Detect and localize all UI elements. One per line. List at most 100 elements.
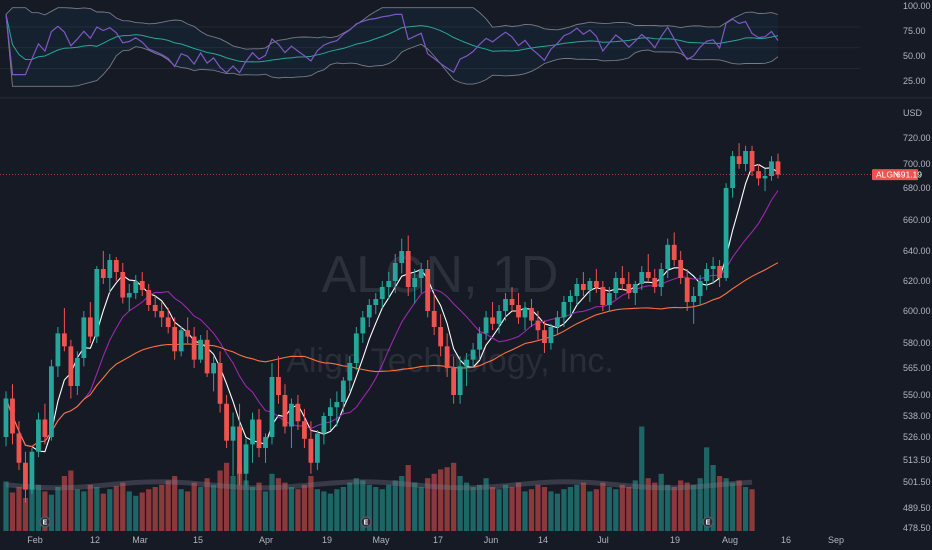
rsi-band-lower [5, 14, 779, 87]
volume-bars [3, 426, 755, 531]
volume-bar [476, 484, 483, 531]
last-price-value: 691.19 [896, 170, 922, 180]
volume-bar [133, 495, 139, 531]
volume-bar [678, 480, 684, 531]
volume-bar [94, 487, 100, 531]
volume-bar [425, 478, 431, 531]
volume-bar [152, 487, 158, 531]
candle-body [736, 156, 742, 164]
price-tick-label: 680.00 [903, 183, 931, 193]
volume-bar [223, 462, 230, 531]
volume-bar [9, 492, 16, 531]
volume-bar [561, 489, 567, 531]
candle-body [107, 260, 113, 278]
date-tick-label: May [372, 535, 390, 545]
candle-body [61, 333, 67, 347]
candle-body [626, 284, 632, 293]
candle-body [710, 266, 716, 269]
rsi-tick-label: 100.00 [903, 1, 931, 11]
candle-body [23, 462, 28, 490]
candlesticks[interactable] [3, 143, 781, 503]
rsi-band-fill [6, 7, 778, 87]
date-tick-label: 17 [433, 535, 443, 545]
candle-body [289, 403, 294, 427]
candle-body [574, 284, 580, 296]
volume-bar [386, 484, 392, 531]
volume-bar [275, 478, 282, 531]
candle-body [224, 403, 229, 441]
date-tick-label: 15 [193, 535, 203, 545]
candle-body [360, 317, 366, 334]
rsi-axis[interactable]: 100.00 75.00 50.00 25.00 [903, 1, 931, 86]
volume-bar [178, 489, 184, 531]
volume-bar [236, 467, 243, 531]
candle-body [392, 263, 398, 281]
candle-body [632, 284, 638, 293]
price-tick-label: 660.00 [903, 215, 931, 225]
volume-bar [48, 494, 55, 531]
volume-bar [191, 482, 197, 531]
volume-bar [418, 487, 424, 531]
volume-bar [100, 493, 106, 531]
candle-body [503, 299, 508, 311]
candle-body [49, 366, 54, 437]
price-tick-label: 513.50 [903, 455, 931, 465]
price-tick-label: 700.00 [903, 159, 931, 169]
volume-bar [120, 482, 126, 531]
volume-bar [606, 487, 612, 531]
date-tick-label: 12 [90, 535, 100, 545]
candle-body [276, 377, 281, 395]
volume-bar [366, 484, 372, 531]
candle-body [665, 244, 671, 269]
volume-bar [580, 482, 586, 531]
candle-body [561, 302, 567, 318]
price-axis[interactable]: 720.00 700.00 680.00 660.00 640.00 620.00 600.… [903, 133, 931, 533]
candle-body [606, 293, 612, 305]
candle-body [113, 260, 119, 272]
last-price-symbol: ALGN [876, 170, 899, 180]
candle-body [191, 336, 197, 360]
candle-body [295, 403, 301, 422]
volume-bar [16, 487, 22, 531]
candle-body [542, 330, 547, 343]
volume-bar [81, 491, 87, 531]
price-tick-label: 720.00 [903, 133, 931, 143]
volume-bar [658, 473, 664, 531]
candle-body [490, 317, 495, 324]
candle-body [36, 419, 41, 452]
volume-bar [68, 470, 74, 531]
volume-bar [308, 476, 314, 531]
date-tick-label: Jul [597, 535, 609, 545]
candle-body [165, 317, 171, 327]
volume-bar [464, 482, 470, 531]
candle-body [431, 311, 437, 327]
candle-body [230, 426, 236, 441]
candle-body [568, 296, 573, 302]
price-tick-label: 640.00 [903, 246, 931, 256]
candle-body [3, 398, 9, 437]
date-tick-label: Sep [828, 535, 844, 545]
candle-body [314, 433, 320, 463]
volume-bar [541, 487, 548, 531]
volume-bar [431, 473, 437, 531]
date-axis[interactable]: Feb 12 Mar 15 Apr 19 May 17 Jun 14 Jul 19 Aug 16 Sep [27, 535, 844, 545]
price-tick-label: 489.50 [903, 503, 931, 513]
volume-bar [340, 487, 346, 531]
volume-bar [489, 487, 496, 531]
candle-body [652, 278, 658, 287]
currency-label: USD [903, 108, 923, 118]
candle-body [697, 281, 703, 296]
volume-bar [198, 487, 204, 531]
volume-bar [327, 493, 333, 531]
volume-bar [301, 484, 308, 531]
volume-bar [35, 484, 42, 531]
volume-bar [107, 489, 113, 531]
volume-bar [256, 482, 262, 531]
date-tick-label: 19 [322, 535, 332, 545]
candle-body [74, 358, 80, 386]
volume-bar [185, 491, 191, 531]
candle-body [185, 330, 191, 337]
volume-bar [321, 491, 327, 531]
